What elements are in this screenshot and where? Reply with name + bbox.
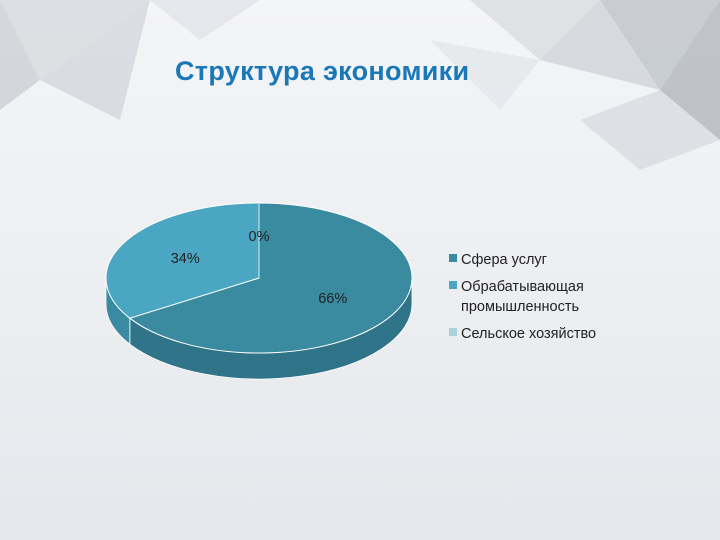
pie-slice: [105, 202, 260, 319]
legend-item: Сельское хозяйство: [449, 324, 649, 344]
legend-item: Сфера услуг: [449, 250, 649, 270]
legend-label: Сельское хозяйство: [461, 326, 597, 342]
chart-legend: Сфера услуг Обрабатывающая промышленност…: [449, 250, 649, 351]
legend-label: Сфера услуг: [461, 252, 547, 268]
legend-item: Обрабатывающая промышленность: [449, 277, 649, 317]
slide-title: Структура экономики: [175, 56, 470, 86]
legend-swatch: [449, 254, 457, 262]
legend-swatch: [449, 281, 457, 289]
data-label: 0%: [249, 229, 270, 245]
legend-swatch: [449, 328, 457, 336]
data-label: 66%: [318, 291, 347, 307]
data-label: 34%: [171, 251, 200, 267]
legend-label: Обрабатывающая промышленность: [461, 279, 584, 315]
pie-slice: [128, 202, 413, 354]
